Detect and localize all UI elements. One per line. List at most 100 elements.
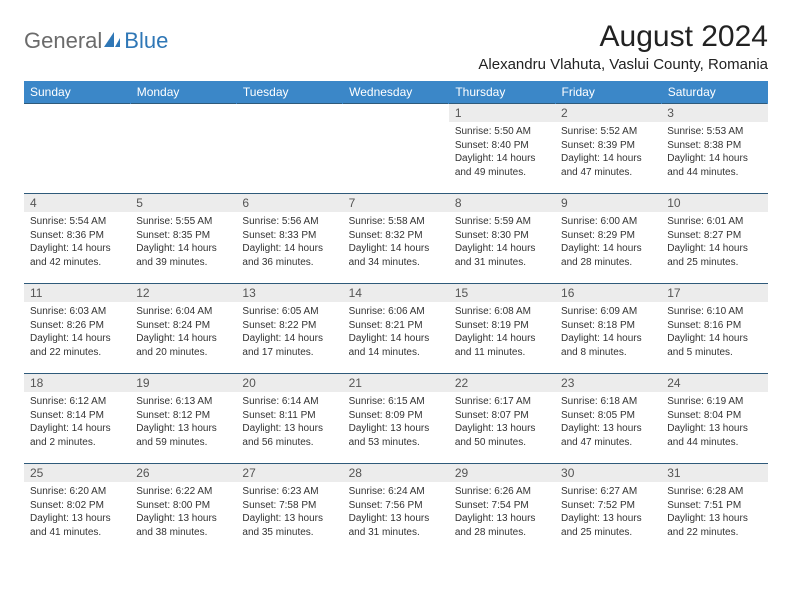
daylight-text: Daylight: 14 hours and 42 minutes. (30, 242, 124, 269)
weekday-header: Sunday (24, 81, 130, 104)
calendar-day-cell: 13Sunrise: 6:05 AMSunset: 8:22 PMDayligh… (236, 284, 342, 374)
calendar-day-cell: 12Sunrise: 6:04 AMSunset: 8:24 PMDayligh… (130, 284, 236, 374)
daylight-text: Daylight: 14 hours and 20 minutes. (136, 332, 230, 359)
calendar-day-cell: 17Sunrise: 6:10 AMSunset: 8:16 PMDayligh… (661, 284, 767, 374)
day-body: Sunrise: 6:24 AMSunset: 7:56 PMDaylight:… (343, 482, 449, 543)
sunset-text: Sunset: 8:35 PM (136, 229, 230, 243)
calendar-day-cell: 1Sunrise: 5:50 AMSunset: 8:40 PMDaylight… (449, 104, 555, 194)
daylight-text: Daylight: 13 hours and 41 minutes. (30, 512, 124, 539)
sunrise-text: Sunrise: 5:59 AM (455, 215, 549, 229)
daylight-text: Daylight: 14 hours and 8 minutes. (561, 332, 655, 359)
calendar-week-row: 18Sunrise: 6:12 AMSunset: 8:14 PMDayligh… (24, 374, 768, 464)
day-body: Sunrise: 6:09 AMSunset: 8:18 PMDaylight:… (555, 302, 661, 363)
sunset-text: Sunset: 7:54 PM (455, 499, 549, 513)
sunrise-text: Sunrise: 6:09 AM (561, 305, 655, 319)
calendar-day-cell: 23Sunrise: 6:18 AMSunset: 8:05 PMDayligh… (555, 374, 661, 464)
sunset-text: Sunset: 8:24 PM (136, 319, 230, 333)
sunrise-text: Sunrise: 6:08 AM (455, 305, 549, 319)
day-body: Sunrise: 6:28 AMSunset: 7:51 PMDaylight:… (661, 482, 767, 543)
day-number: 4 (24, 194, 130, 212)
day-body: Sunrise: 6:18 AMSunset: 8:05 PMDaylight:… (555, 392, 661, 453)
sunset-text: Sunset: 8:04 PM (667, 409, 761, 423)
daylight-text: Daylight: 14 hours and 2 minutes. (30, 422, 124, 449)
day-body: Sunrise: 6:22 AMSunset: 8:00 PMDaylight:… (130, 482, 236, 543)
weekday-header: Friday (555, 81, 661, 104)
sunrise-text: Sunrise: 6:14 AM (242, 395, 336, 409)
day-number: 23 (555, 374, 661, 392)
day-number: 6 (236, 194, 342, 212)
sunrise-text: Sunrise: 5:56 AM (242, 215, 336, 229)
sunset-text: Sunset: 8:22 PM (242, 319, 336, 333)
sunset-text: Sunset: 8:29 PM (561, 229, 655, 243)
calendar-day-cell: 7Sunrise: 5:58 AMSunset: 8:32 PMDaylight… (343, 194, 449, 284)
sunset-text: Sunset: 8:11 PM (242, 409, 336, 423)
sunrise-text: Sunrise: 6:10 AM (667, 305, 761, 319)
sunset-text: Sunset: 8:36 PM (30, 229, 124, 243)
daylight-text: Daylight: 13 hours and 47 minutes. (561, 422, 655, 449)
day-body: Sunrise: 6:03 AMSunset: 8:26 PMDaylight:… (24, 302, 130, 363)
day-body: Sunrise: 5:53 AMSunset: 8:38 PMDaylight:… (661, 122, 767, 183)
sunrise-text: Sunrise: 5:52 AM (561, 125, 655, 139)
sunrise-text: Sunrise: 5:50 AM (455, 125, 549, 139)
day-body: Sunrise: 6:05 AMSunset: 8:22 PMDaylight:… (236, 302, 342, 363)
day-number: 28 (343, 464, 449, 482)
day-number: 18 (24, 374, 130, 392)
sunset-text: Sunset: 7:56 PM (349, 499, 443, 513)
day-number: 30 (555, 464, 661, 482)
day-number: 1 (449, 104, 555, 122)
day-number: 22 (449, 374, 555, 392)
calendar-day-cell: 21Sunrise: 6:15 AMSunset: 8:09 PMDayligh… (343, 374, 449, 464)
daylight-text: Daylight: 14 hours and 5 minutes. (667, 332, 761, 359)
logo-text-blue: Blue (124, 28, 168, 54)
sunset-text: Sunset: 8:27 PM (667, 229, 761, 243)
day-body: Sunrise: 5:58 AMSunset: 8:32 PMDaylight:… (343, 212, 449, 273)
daylight-text: Daylight: 14 hours and 44 minutes. (667, 152, 761, 179)
sunset-text: Sunset: 7:52 PM (561, 499, 655, 513)
calendar-day-cell: 15Sunrise: 6:08 AMSunset: 8:19 PMDayligh… (449, 284, 555, 374)
daylight-text: Daylight: 14 hours and 25 minutes. (667, 242, 761, 269)
day-number: 24 (661, 374, 767, 392)
day-number: 29 (449, 464, 555, 482)
sunset-text: Sunset: 8:30 PM (455, 229, 549, 243)
sunrise-text: Sunrise: 6:23 AM (242, 485, 336, 499)
header: General Blue August 2024 Alexandru Vlahu… (24, 20, 768, 73)
day-body: Sunrise: 6:00 AMSunset: 8:29 PMDaylight:… (555, 212, 661, 273)
logo: General Blue (24, 20, 168, 54)
calendar-day-cell: 22Sunrise: 6:17 AMSunset: 8:07 PMDayligh… (449, 374, 555, 464)
calendar-day-cell: 4Sunrise: 5:54 AMSunset: 8:36 PMDaylight… (24, 194, 130, 284)
logo-text-general: General (24, 28, 102, 54)
day-body: Sunrise: 6:06 AMSunset: 8:21 PMDaylight:… (343, 302, 449, 363)
daylight-text: Daylight: 14 hours and 39 minutes. (136, 242, 230, 269)
day-body: Sunrise: 6:04 AMSunset: 8:24 PMDaylight:… (130, 302, 236, 363)
calendar-week-row: 1Sunrise: 5:50 AMSunset: 8:40 PMDaylight… (24, 104, 768, 194)
day-number: 8 (449, 194, 555, 212)
sunset-text: Sunset: 7:58 PM (242, 499, 336, 513)
sunset-text: Sunset: 8:19 PM (455, 319, 549, 333)
sunset-text: Sunset: 8:16 PM (667, 319, 761, 333)
day-body: Sunrise: 5:59 AMSunset: 8:30 PMDaylight:… (449, 212, 555, 273)
sunrise-text: Sunrise: 6:00 AM (561, 215, 655, 229)
sunset-text: Sunset: 8:07 PM (455, 409, 549, 423)
sunset-text: Sunset: 8:39 PM (561, 139, 655, 153)
day-number: 9 (555, 194, 661, 212)
day-number: 15 (449, 284, 555, 302)
day-number: 7 (343, 194, 449, 212)
day-body: Sunrise: 6:13 AMSunset: 8:12 PMDaylight:… (130, 392, 236, 453)
daylight-text: Daylight: 14 hours and 49 minutes. (455, 152, 549, 179)
weekday-header: Tuesday (236, 81, 342, 104)
weekday-header-row: Sunday Monday Tuesday Wednesday Thursday… (24, 81, 768, 104)
weekday-header: Saturday (661, 81, 767, 104)
sunrise-text: Sunrise: 6:04 AM (136, 305, 230, 319)
daylight-text: Daylight: 13 hours and 56 minutes. (242, 422, 336, 449)
day-number: 20 (236, 374, 342, 392)
sunrise-text: Sunrise: 6:03 AM (30, 305, 124, 319)
sunrise-text: Sunrise: 6:28 AM (667, 485, 761, 499)
daylight-text: Daylight: 14 hours and 28 minutes. (561, 242, 655, 269)
calendar-day-cell: 2Sunrise: 5:52 AMSunset: 8:39 PMDaylight… (555, 104, 661, 194)
sunrise-text: Sunrise: 5:55 AM (136, 215, 230, 229)
daylight-text: Daylight: 13 hours and 25 minutes. (561, 512, 655, 539)
calendar-day-cell: 6Sunrise: 5:56 AMSunset: 8:33 PMDaylight… (236, 194, 342, 284)
calendar-day-cell (130, 104, 236, 194)
calendar-day-cell: 3Sunrise: 5:53 AMSunset: 8:38 PMDaylight… (661, 104, 767, 194)
calendar-day-cell: 30Sunrise: 6:27 AMSunset: 7:52 PMDayligh… (555, 464, 661, 554)
